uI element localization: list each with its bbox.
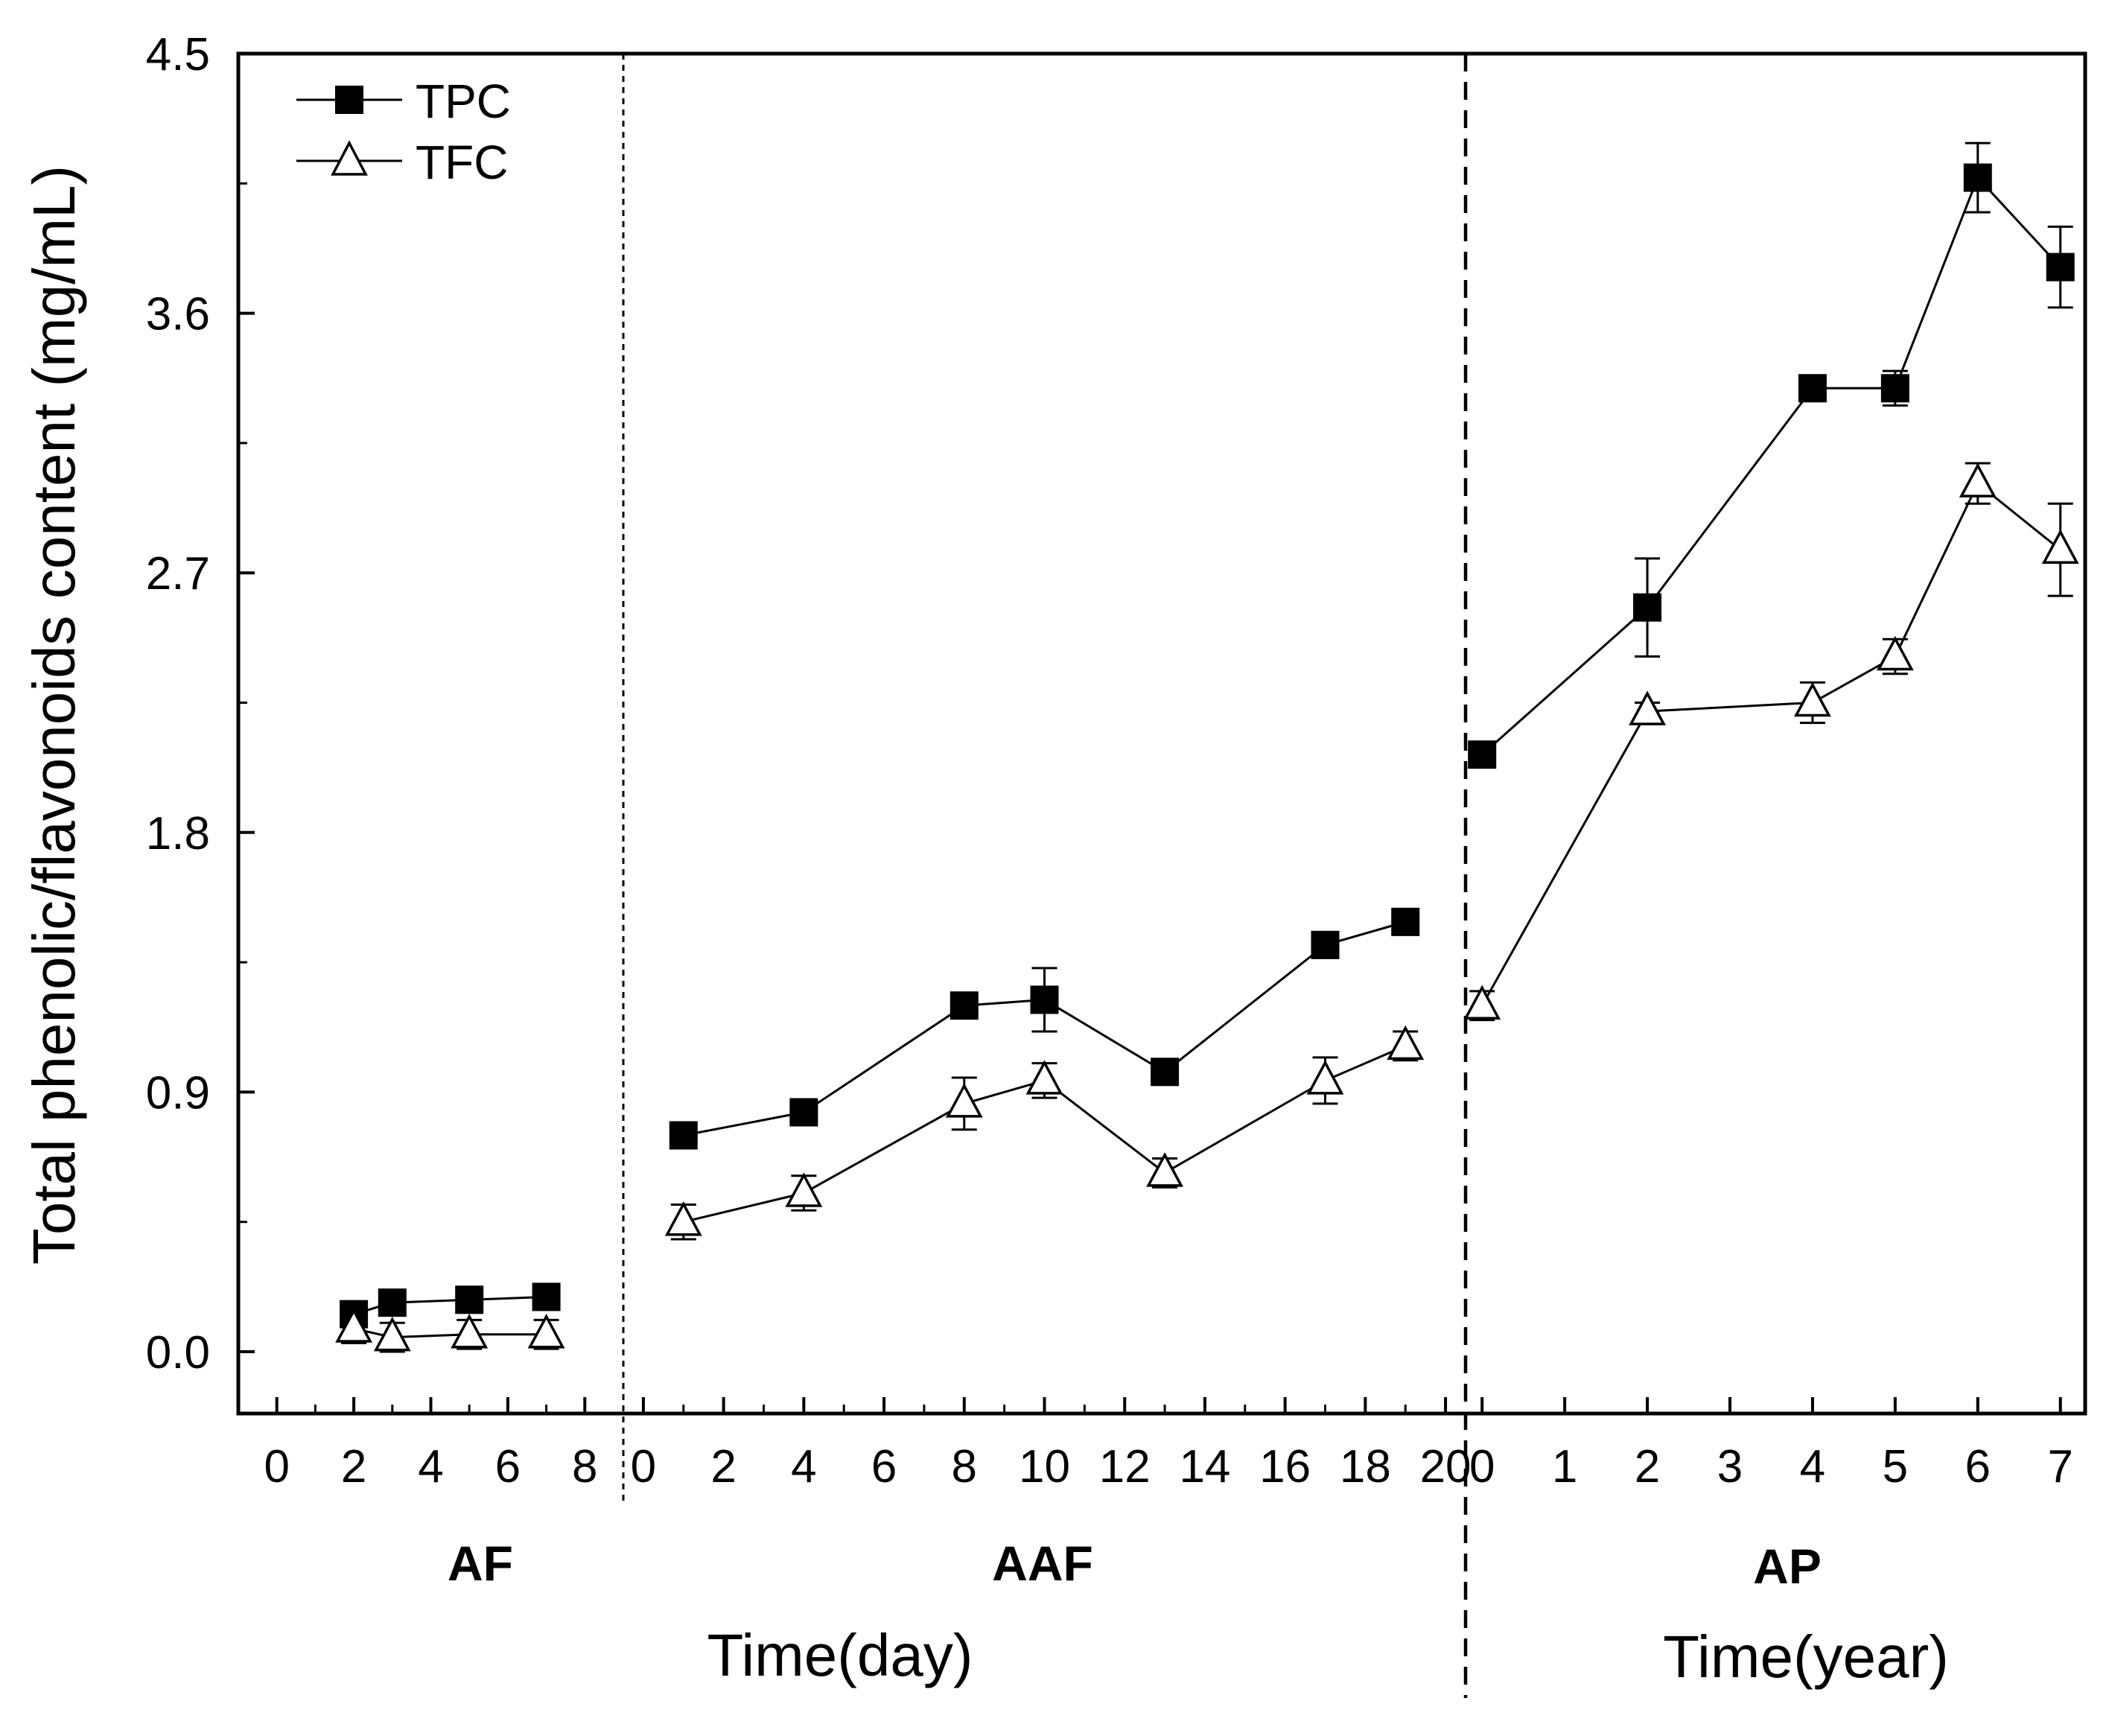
legend: TPC TFC [296,74,511,189]
tpc-point [1391,907,1420,936]
y-tick-label: 1.8 [146,808,210,859]
x-tick-label: 14 [1179,1441,1230,1492]
series-line-tfc [353,1327,547,1339]
x-axis-label-year: Time(year) [1663,1624,1949,1690]
x-tick-label: 1 [1552,1441,1577,1492]
x-tick-label: 6 [871,1441,897,1492]
tfc-point [1876,635,1914,671]
tfc-point [1306,1060,1344,1095]
tfc-point [527,1314,565,1349]
tfc-point [1959,462,1997,497]
legend-tpc-label: TPC [416,74,511,128]
x-tick-label: 8 [952,1441,977,1492]
tpc-point [455,1285,484,1314]
y-tick-label: 3.6 [146,289,210,340]
legend-tfc-label: TFC [416,136,508,189]
x-tick-label: 4 [1800,1441,1825,1492]
tfc-point [1025,1060,1063,1095]
y-tick-label: 0.0 [146,1327,210,1379]
y-tick-label: 4.5 [146,29,210,80]
x-tick-label: 2 [710,1441,736,1492]
series-layer [335,142,2079,1353]
tpc-point [378,1288,407,1317]
tfc-point [451,1314,489,1349]
y-axis-ticks: 0.0 0.9 1.8 2.7 3.6 4.5 [146,29,255,1379]
x-tick-label: 2 [341,1441,366,1492]
x-tick-label: 8 [572,1441,597,1492]
tpc-point [1151,1058,1180,1087]
plot-frame [236,51,2087,1416]
tpc-point [532,1282,561,1311]
x-tick-label: 6 [495,1441,521,1492]
y-axis-label: Total phenolic/flavonoids content (mg/mL… [21,165,87,1265]
panel-label-af: AF [448,1536,513,1591]
x-tick-label: 0 [264,1441,289,1492]
x-tick-label: 16 [1259,1441,1311,1492]
x-axis-ticks: 0 2 4 6 8 0 2 4 6 8 10 12 14 16 18 200 1 2 3 4 5 6 7 [264,1397,2073,1492]
panel-label-aaf: AAF [992,1536,1093,1591]
tfc-point [1387,1025,1425,1061]
x-tick-label: 20 [1420,1441,1472,1492]
tfc-point [335,1308,373,1343]
x-axis-label-day: Time(day) [707,1622,973,1688]
tpc-point [1633,593,1662,622]
tpc-point [1030,985,1059,1014]
legend-tpc-marker [335,86,363,114]
tfc-point [1629,690,1666,725]
tpc-point [949,991,979,1020]
y-tick-label: 2.7 [146,548,210,600]
tfc-point [945,1083,983,1118]
x-tick-label: 12 [1099,1441,1151,1492]
series-line-tpc [353,1295,547,1316]
x-tick-label: 5 [1883,1441,1908,1492]
legend-tfc-marker [331,140,368,176]
x-tick-label: 4 [418,1441,443,1492]
tfc-point [1793,681,1831,717]
tpc-point [1963,163,1992,192]
tfc-point [1463,985,1501,1020]
tfc-point [664,1201,702,1236]
tfc-point [1146,1152,1183,1187]
tpc-point [1798,374,1827,403]
x-tick-label: 4 [791,1441,816,1492]
tpc-point [1311,930,1340,959]
x-tick-label: 18 [1340,1441,1391,1492]
panel-dividers [622,54,1468,1698]
x-tick-label: 3 [1717,1441,1743,1492]
tpc-point [669,1121,698,1150]
tfc-point [373,1316,411,1352]
x-tick-label: 7 [2047,1441,2073,1492]
tpc-point [1880,374,1909,403]
series-line-tpc [1481,175,2061,756]
tpc-point [789,1098,818,1127]
tfc-point [785,1172,823,1207]
y-tick-label: 0.9 [146,1067,210,1119]
tpc-point [2046,252,2075,282]
x-tick-label: 0 [631,1441,656,1492]
x-tick-label: 10 [1019,1441,1070,1492]
x-tick-label: 6 [1965,1441,1991,1492]
x-tick-label: 0 [1469,1441,1495,1492]
x-tick-label: 2 [1635,1441,1660,1492]
tpc-point [1468,740,1497,769]
tfc-point [2041,529,2079,564]
series-line-tfc [1480,481,2061,1006]
panel-label-ap: AP [1753,1539,1822,1594]
